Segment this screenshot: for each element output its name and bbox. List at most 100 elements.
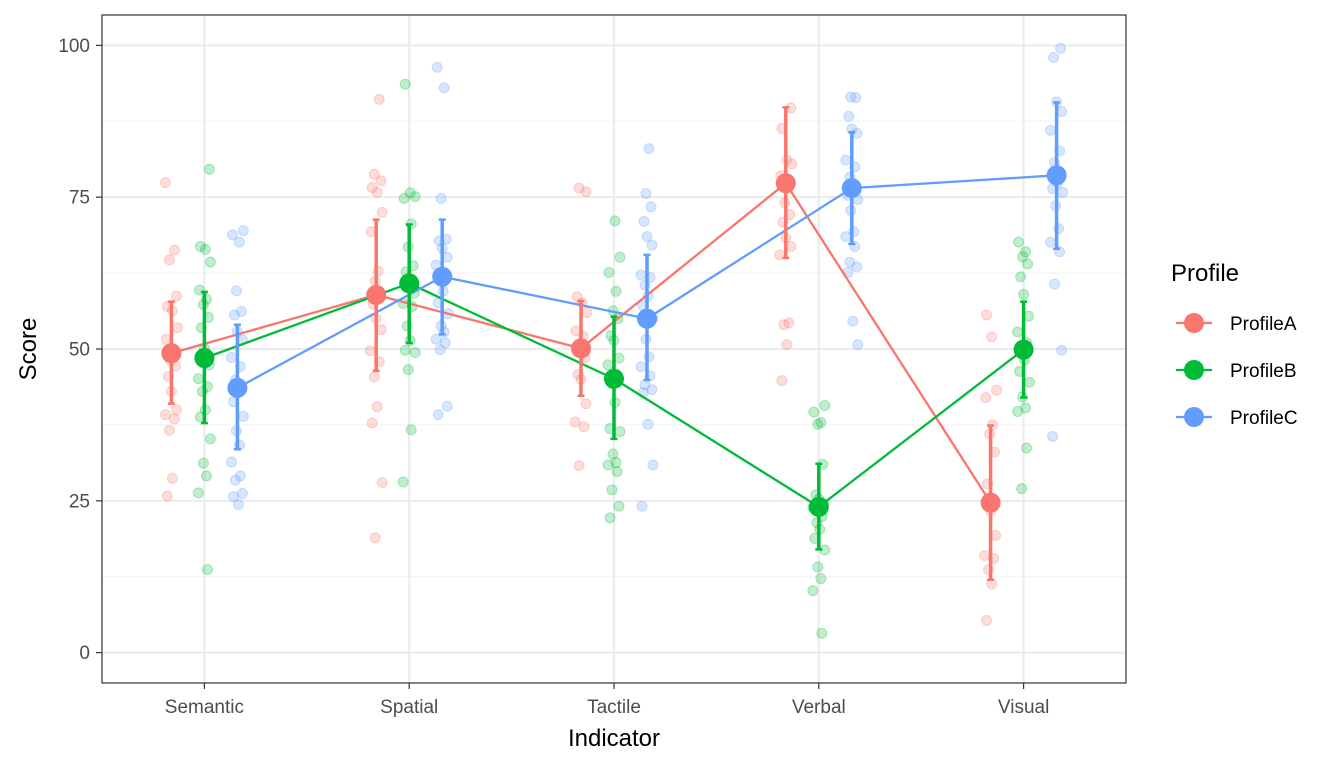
- data-point-profilec: [635, 269, 647, 281]
- data-point-profilec: [636, 500, 648, 512]
- mean-markers: [161, 165, 1067, 517]
- data-point-profilec: [840, 154, 852, 166]
- data-point-profilea: [569, 416, 581, 428]
- data-point-profilea: [981, 309, 993, 321]
- data-point-profileb: [192, 487, 204, 499]
- data-point-profilec: [434, 344, 446, 356]
- data-point-profileb: [611, 466, 623, 478]
- data-point-profileb: [399, 344, 411, 356]
- data-point-profilea: [778, 319, 790, 331]
- data-point-profilec: [638, 215, 650, 227]
- legend-key-marker: [1184, 407, 1204, 427]
- axes: 0 25 50 75 100 Semantic Spatial Tactile Verbal Vi…: [58, 36, 1049, 718]
- data-point-profilec: [844, 256, 856, 268]
- data-point-profilea: [981, 614, 993, 626]
- data-point-profilec: [229, 474, 241, 486]
- data-point-profileb: [201, 563, 213, 575]
- data-point-profileb: [204, 256, 216, 268]
- data-point-profilec: [851, 261, 863, 273]
- data-point-profilec: [1048, 52, 1060, 64]
- legend-key-marker: [1184, 360, 1204, 380]
- data-point-profilec: [645, 201, 657, 213]
- data-point-profileb: [606, 484, 618, 496]
- data-point-profileb: [402, 364, 414, 376]
- data-point-profileb: [1017, 251, 1029, 263]
- data-point-profilea: [573, 182, 585, 194]
- data-point-profilea: [159, 409, 171, 421]
- data-point-profileb: [1016, 483, 1028, 495]
- data-point-profilea: [580, 186, 592, 198]
- data-point-profileb: [808, 406, 820, 418]
- data-point-profilec: [850, 92, 862, 104]
- data-point-profileb: [819, 399, 831, 411]
- data-point-profilea: [168, 244, 180, 256]
- data-point-profilea: [159, 177, 171, 189]
- data-point-profilec: [635, 361, 647, 373]
- data-point-profileb: [602, 459, 614, 471]
- data-point-profilec: [237, 410, 249, 422]
- mean-marker-profilec: [432, 266, 453, 287]
- mean-marker-profilea: [366, 284, 387, 305]
- data-point-profilec: [847, 315, 859, 327]
- data-point-profileb: [609, 215, 621, 227]
- y-tick-label: 75: [69, 188, 90, 209]
- data-point-profilea: [163, 254, 175, 266]
- data-point-profileb: [815, 573, 827, 585]
- x-tick-label: Verbal: [792, 697, 846, 718]
- legend-title: Profile: [1171, 260, 1239, 287]
- data-point-profileb: [614, 426, 626, 438]
- data-point-profileb: [409, 347, 421, 359]
- data-point-profileb: [812, 561, 824, 573]
- mean-marker-profilec: [637, 308, 657, 329]
- y-axis-title: Score: [15, 318, 42, 381]
- data-point-profilec: [1047, 430, 1059, 442]
- legend: Profile ProfileA ProfileB ProfileC: [1171, 260, 1298, 429]
- data-point-profileb: [603, 266, 615, 278]
- data-point-profilea: [376, 477, 388, 489]
- data-point-profilec: [227, 491, 239, 503]
- legend-label: ProfileC: [1230, 408, 1298, 429]
- data-point-profileb: [409, 191, 421, 203]
- mean-marker-profileb: [604, 368, 624, 389]
- data-point-profilea: [375, 175, 387, 187]
- data-point-profileb: [607, 448, 619, 460]
- data-point-profilea: [783, 317, 795, 329]
- data-point-profileb: [197, 457, 209, 469]
- data-point-profilec: [225, 456, 237, 468]
- data-point-profileb: [807, 585, 819, 597]
- mean-marker-profilea: [775, 173, 796, 194]
- data-point-profilea: [168, 413, 180, 425]
- y-tick-label: 25: [69, 491, 90, 512]
- data-point-profilec: [441, 400, 453, 412]
- data-point-profilea: [166, 472, 178, 484]
- data-point-profilea: [580, 398, 592, 410]
- data-point-profileb: [604, 512, 616, 524]
- data-point-profilec: [843, 110, 855, 122]
- data-point-profileb: [404, 187, 416, 199]
- data-point-profilec: [840, 231, 852, 243]
- data-point-profileb: [192, 373, 204, 385]
- data-point-profilea: [991, 384, 1003, 396]
- data-point-profileb: [1015, 271, 1027, 283]
- y-tick-label: 0: [79, 643, 90, 664]
- x-axis-title: Indicator: [568, 725, 660, 752]
- data-point-profileb: [815, 416, 827, 428]
- data-point-profilec: [640, 188, 652, 200]
- data-point-profilec: [845, 91, 857, 103]
- mean-marker-profilec: [841, 178, 862, 199]
- data-point-profilec: [431, 61, 443, 73]
- data-point-profilec: [225, 352, 237, 364]
- data-point-profileb: [194, 240, 206, 252]
- data-point-profileb: [1024, 376, 1036, 388]
- legend-label: ProfileB: [1230, 361, 1297, 382]
- data-point-profileb: [203, 163, 215, 175]
- data-point-profilec: [236, 488, 248, 500]
- data-point-profilec: [432, 409, 444, 421]
- data-point-profileb: [610, 457, 622, 469]
- data-point-profileb: [816, 627, 828, 639]
- data-point-profileb: [614, 251, 626, 263]
- data-point-profilea: [368, 371, 380, 383]
- data-point-profilea: [979, 549, 991, 561]
- mean-marker-profilec: [227, 377, 248, 398]
